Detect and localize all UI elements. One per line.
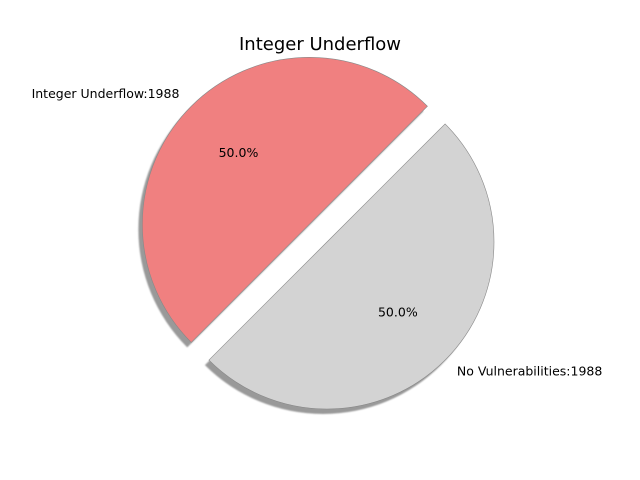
chart-title: Integer Underflow	[239, 34, 401, 55]
pie-slice-no-vulnerabilities	[208, 123, 495, 410]
pie-labels: Integer Underflow:1988 50.0% No Vulnerabil…	[32, 86, 603, 378]
slice-percent-integer-underflow: 50.0%	[219, 145, 259, 160]
pie-slices	[142, 57, 495, 410]
slice-label-no-vulnerabilities: No Vulnerabilities:1988	[457, 363, 602, 378]
slice-percent-no-vulnerabilities: 50.0%	[378, 304, 418, 319]
pie-slice-integer-underflow	[142, 57, 428, 343]
slice-label-integer-underflow: Integer Underflow:1988	[32, 86, 180, 101]
